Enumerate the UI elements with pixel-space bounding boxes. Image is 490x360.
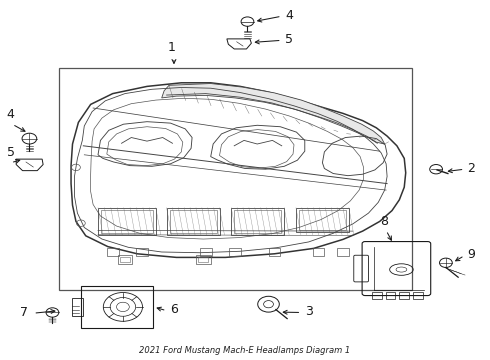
Bar: [81, 286, 153, 328]
Text: 7: 7: [21, 306, 28, 319]
Bar: [59, 68, 412, 290]
Text: 4: 4: [285, 9, 293, 22]
Bar: [337, 248, 349, 256]
Bar: [167, 208, 220, 235]
Bar: [107, 248, 119, 256]
Bar: [198, 257, 208, 262]
Bar: [101, 210, 153, 233]
Bar: [120, 257, 130, 262]
Text: 8: 8: [380, 215, 388, 228]
Text: 3: 3: [305, 305, 313, 318]
Bar: [231, 208, 284, 235]
Bar: [399, 292, 409, 299]
Bar: [136, 248, 148, 256]
Text: 5: 5: [7, 146, 15, 159]
Bar: [196, 255, 211, 264]
Bar: [413, 292, 423, 299]
Bar: [118, 255, 132, 264]
Bar: [170, 210, 217, 233]
Bar: [200, 248, 212, 256]
Bar: [229, 248, 241, 256]
Bar: [299, 210, 346, 230]
Bar: [98, 208, 156, 235]
Bar: [386, 292, 395, 299]
Text: 5: 5: [285, 33, 293, 46]
Text: 4: 4: [7, 108, 15, 121]
Bar: [313, 248, 324, 256]
Text: 6: 6: [170, 303, 178, 316]
Bar: [72, 298, 83, 316]
Text: 2: 2: [467, 162, 475, 175]
Text: 2021 Ford Mustang Mach-E Headlamps Diagram 1: 2021 Ford Mustang Mach-E Headlamps Diagr…: [139, 346, 351, 355]
Text: 1: 1: [168, 41, 175, 54]
Bar: [234, 210, 281, 233]
Bar: [296, 208, 349, 232]
Bar: [269, 248, 280, 256]
Bar: [372, 292, 382, 299]
Polygon shape: [162, 84, 385, 144]
Text: 9: 9: [467, 248, 475, 261]
